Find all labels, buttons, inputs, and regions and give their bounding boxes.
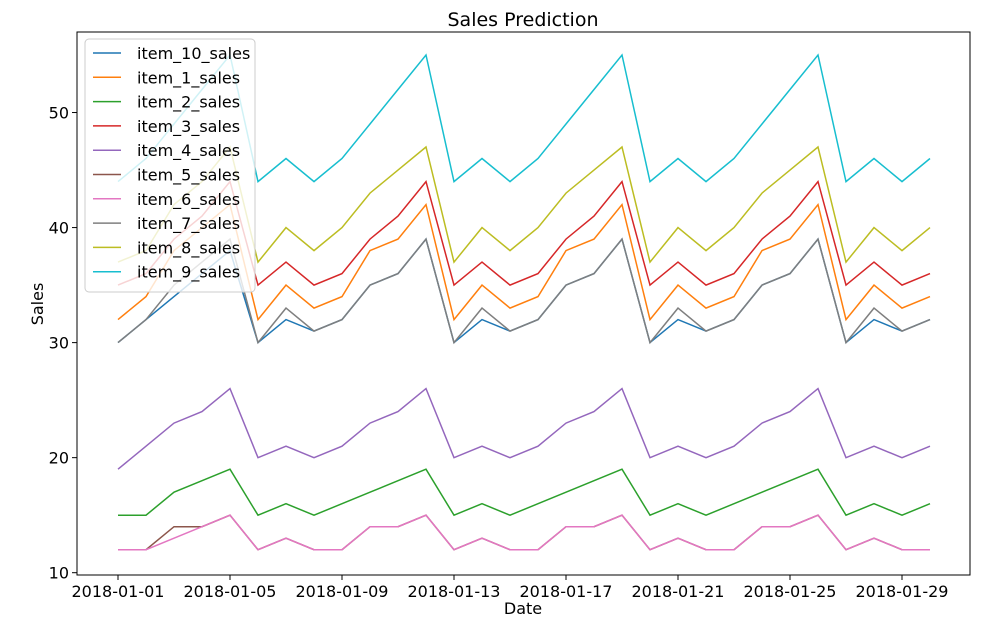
x-tick-label: 2018-01-21	[632, 582, 725, 601]
x-tick-label: 2018-01-09	[296, 582, 389, 601]
legend-label: item_5_sales	[137, 166, 240, 186]
y-tick-label: 30	[49, 334, 69, 353]
legend-label: item_10_sales	[137, 44, 250, 64]
y-tick-label: 40	[49, 219, 69, 238]
x-tick-label: 2018-01-29	[856, 582, 949, 601]
legend-label: item_4_sales	[137, 141, 240, 161]
y-tick-label: 20	[49, 449, 69, 468]
chart-title: Sales Prediction	[448, 9, 599, 31]
y-tick-label: 50	[49, 104, 69, 123]
x-tick-label: 2018-01-05	[184, 582, 277, 601]
legend-label: item_1_sales	[137, 68, 240, 88]
y-tick-label: 10	[49, 564, 69, 583]
series-line-item_7_sales	[117, 237, 931, 345]
plot-frame	[76, 31, 971, 576]
x-tick-label: 2018-01-13	[408, 582, 501, 601]
x-tick-label: 2018-01-17	[520, 582, 613, 601]
legend-label: item_7_sales	[137, 214, 240, 234]
legend-label: item_3_sales	[137, 117, 240, 137]
legend-label: item_2_sales	[137, 93, 240, 113]
y-axis-label: Sales	[28, 283, 47, 326]
legend-label: item_9_sales	[137, 263, 240, 283]
y-axis: 10 20 30 40 50	[49, 104, 77, 583]
x-tick-label: 2018-01-01	[72, 582, 165, 601]
series-line-item_1_sales	[117, 202, 931, 322]
legend: item_10_sales item_1_sales item_2_salesite…	[84, 38, 256, 293]
series-line-item_6_sales	[118, 514, 930, 551]
x-tick-label: 2018-01-25	[744, 582, 837, 601]
x-axis: 2018-01-01 2018-01-05 2018-01-09 2018-01-13…	[72, 575, 949, 601]
series-line-item_5_sales	[118, 514, 930, 551]
legend-box	[84, 38, 256, 293]
legend-label: item_8_sales	[137, 238, 240, 258]
series-line-item_4_sales	[117, 387, 931, 470]
x-axis-label: Date	[504, 599, 542, 618]
legend-label: item_6_sales	[137, 190, 240, 210]
series-line-item_2_sales	[118, 468, 931, 517]
